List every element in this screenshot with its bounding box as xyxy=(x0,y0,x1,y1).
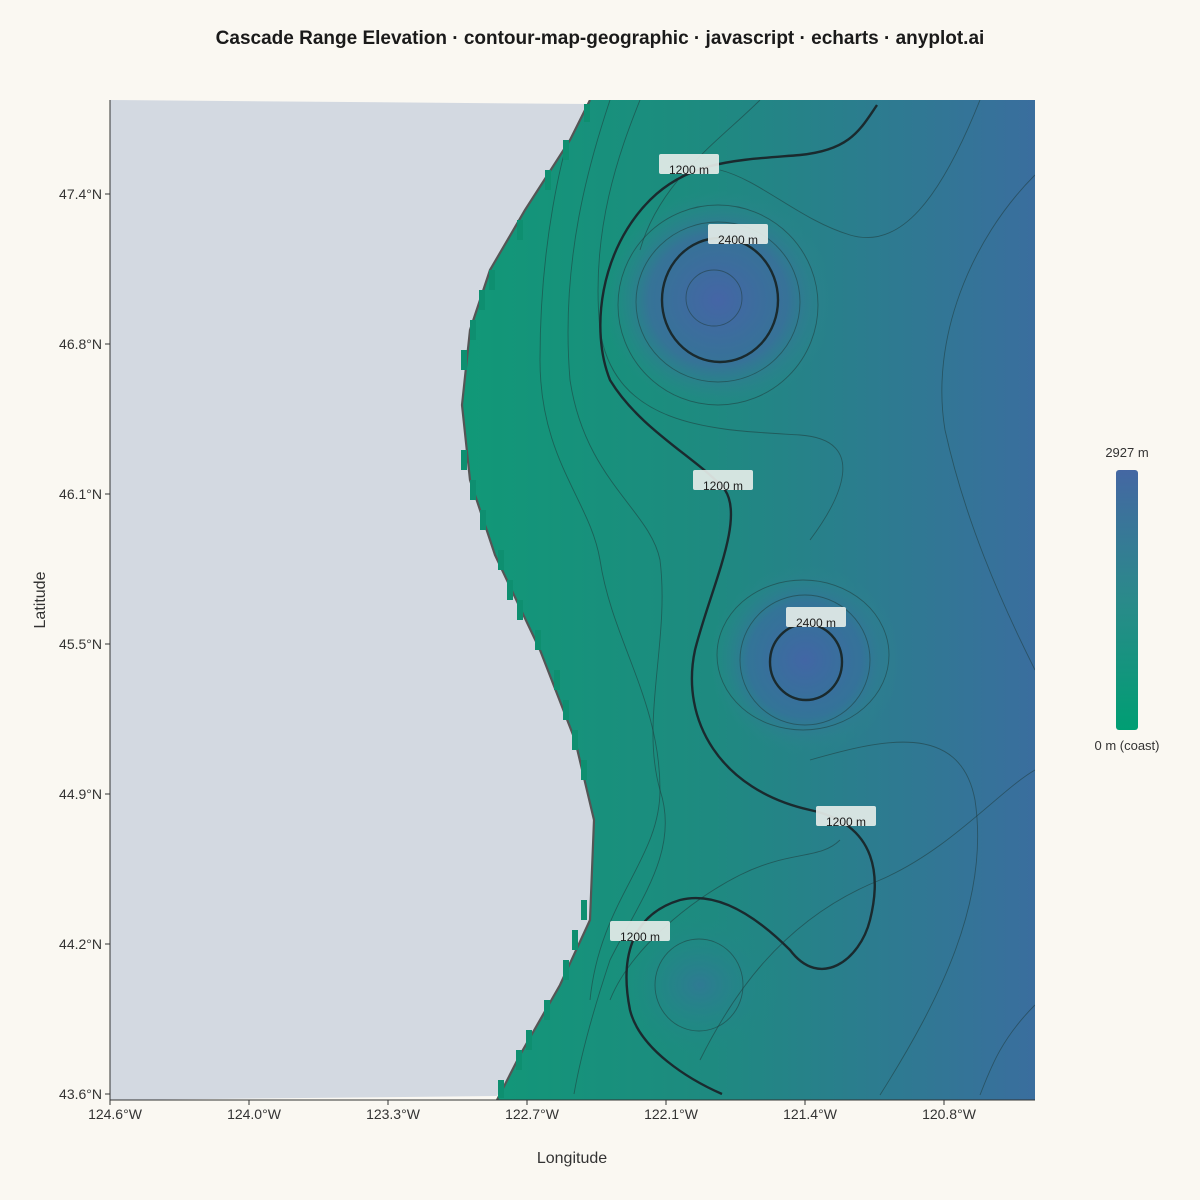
y-tick-label: 46.1°N xyxy=(59,486,102,502)
y-tick-label: 43.6°N xyxy=(59,1086,102,1102)
contour-label: 1200 m xyxy=(816,806,876,829)
coast-grid-cells xyxy=(461,104,590,1098)
colorbar-legend: 2927 m 0 m (coast) xyxy=(1094,445,1159,753)
contour-label-text: 1200 m xyxy=(669,163,709,177)
contour-label-box xyxy=(693,470,753,490)
contour-label-box xyxy=(708,224,768,244)
contour-label-text: 2400 m xyxy=(718,233,758,247)
contour-label: 1200 m xyxy=(693,470,753,493)
contour-label: 2400 m xyxy=(708,224,768,247)
colorbar-gradient[interactable] xyxy=(1116,470,1138,730)
contour-label-text: 1200 m xyxy=(826,815,866,829)
contour-label-box xyxy=(610,921,670,941)
minor-contours xyxy=(539,100,1035,1096)
y-tick-label: 45.5°N xyxy=(59,636,102,652)
x-tick-label: 120.8°W xyxy=(922,1106,977,1122)
coastline xyxy=(460,100,596,1100)
contour-label-text: 1200 m xyxy=(703,479,743,493)
contour-label-box xyxy=(786,607,846,627)
x-axis-ticks: 124.6°W 124.0°W 123.3°W 122.7°W 122.1°W 121.4… xyxy=(88,1100,977,1122)
peak-mid-shade xyxy=(710,565,900,755)
y-tick-label: 44.9°N xyxy=(59,786,102,802)
y-axis-title: Latitude xyxy=(32,571,49,628)
contour-label-text: 1200 m xyxy=(620,930,660,944)
colorbar-max-label: 2927 m xyxy=(1105,445,1148,460)
ocean-area xyxy=(110,100,594,1100)
peak-south-shade xyxy=(620,915,780,1055)
y-tick-label: 46.8°N xyxy=(59,336,102,352)
y-axis-ticks: 47.4°N 46.8°N 46.1°N 45.5°N 44.9°N 44.2°N 43.6… xyxy=(59,186,110,1102)
x-tick-label: 124.6°W xyxy=(88,1106,143,1122)
x-tick-label: 124.0°W xyxy=(227,1106,282,1122)
chart-title: Cascade Range Elevation · contour-map-ge… xyxy=(216,28,985,49)
plot-area: 1200 m 2400 m 1200 m 2400 m 1200 m 1200 m xyxy=(110,100,1035,1100)
x-tick-label: 123.3°W xyxy=(366,1106,421,1122)
contour-label-box xyxy=(816,806,876,826)
contour-label-text: 2400 m xyxy=(796,616,836,630)
peak-north-shade xyxy=(603,190,833,410)
x-axis-title: Longitude xyxy=(537,1150,607,1167)
y-tick-label: 47.4°N xyxy=(59,186,102,202)
contour-labels: 1200 m 2400 m 1200 m 2400 m 1200 m 1200 m xyxy=(610,154,876,944)
contour-label: 2400 m xyxy=(786,607,846,630)
contour-label: 1200 m xyxy=(659,154,719,177)
colorbar-min-label: 0 m (coast) xyxy=(1094,738,1159,753)
contour-label-box xyxy=(659,154,719,174)
y-tick-label: 44.2°N xyxy=(59,936,102,952)
x-tick-label: 121.4°W xyxy=(783,1106,838,1122)
x-tick-label: 122.1°W xyxy=(644,1106,699,1122)
contour-label: 1200 m xyxy=(610,921,670,944)
x-tick-label: 122.7°W xyxy=(505,1106,560,1122)
contour-1200-north xyxy=(599,104,878,1096)
